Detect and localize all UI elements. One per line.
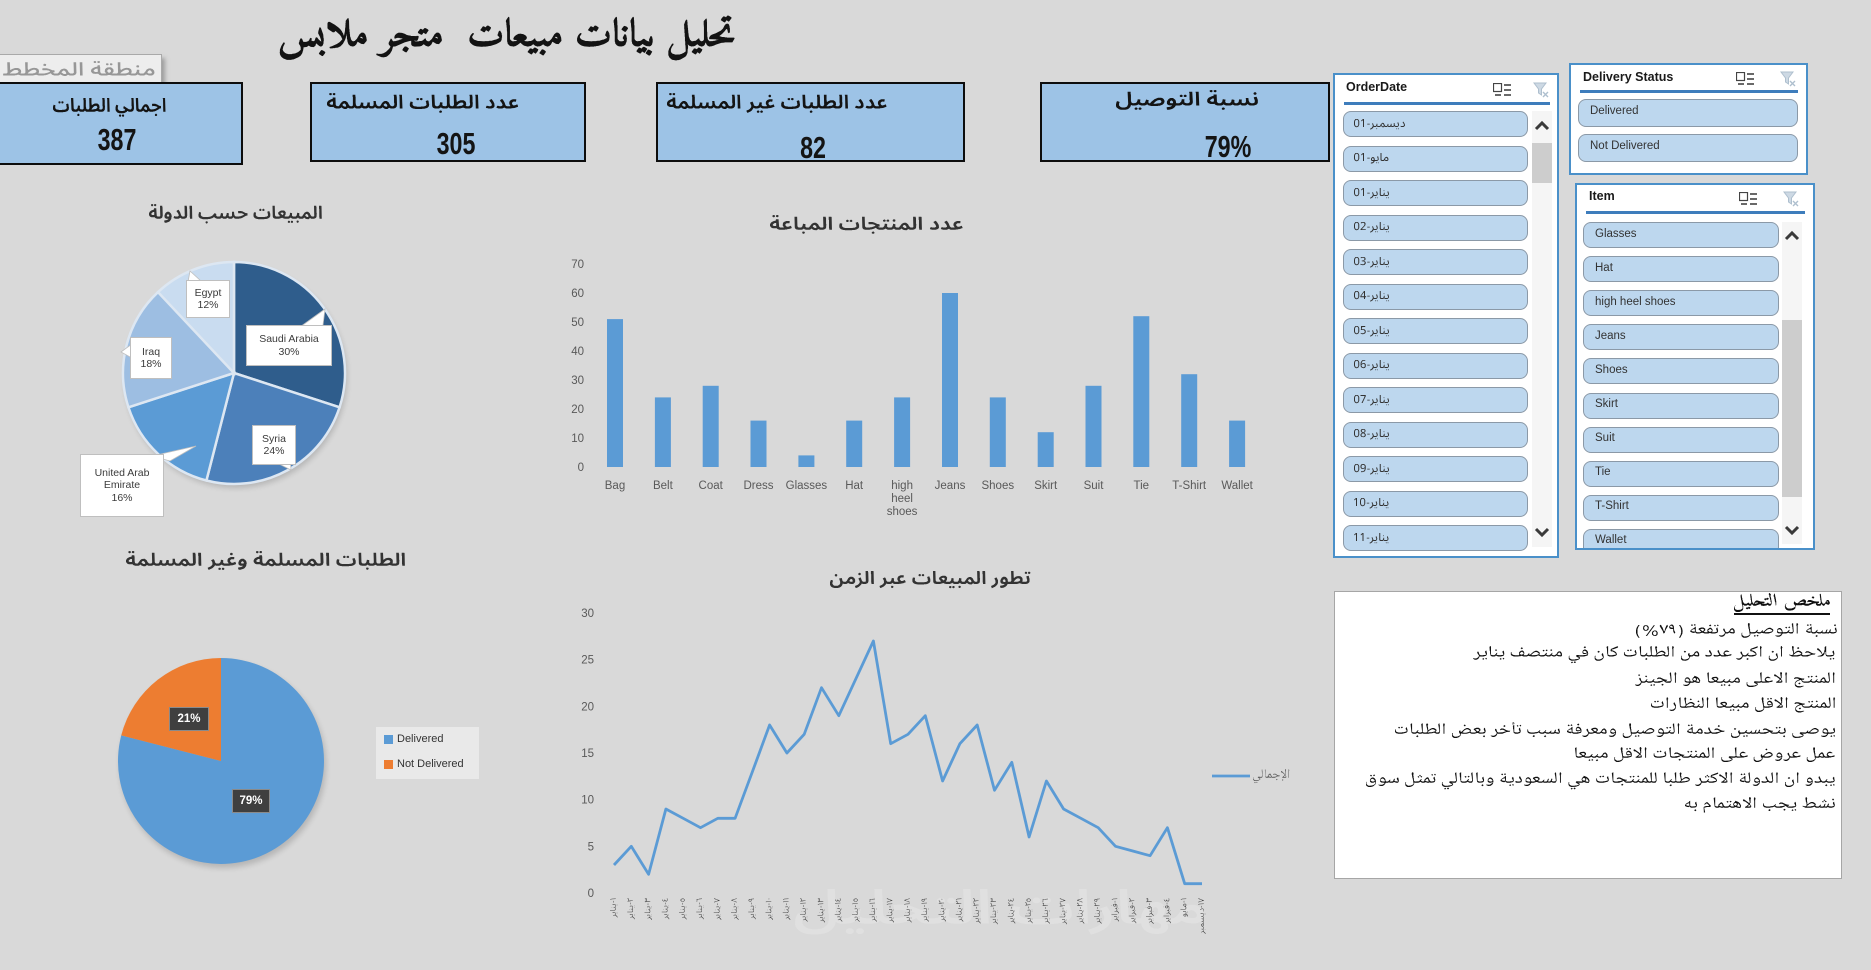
svg-text:40: 40 xyxy=(571,346,584,358)
svg-text:Shoes: Shoes xyxy=(981,480,1014,492)
svg-text:Glasses: Glasses xyxy=(786,480,828,492)
svg-text:20: 20 xyxy=(581,701,594,713)
svg-text:Skirt: Skirt xyxy=(1034,480,1058,492)
svg-text:Jeans: Jeans xyxy=(935,480,966,492)
svg-text:Belt: Belt xyxy=(653,480,674,492)
svg-text:25: 25 xyxy=(581,655,594,667)
svg-text:Suit: Suit xyxy=(1084,480,1105,492)
svg-text:5: 5 xyxy=(588,841,594,853)
svg-text:15: 15 xyxy=(581,748,594,760)
svg-text:20: 20 xyxy=(571,404,584,416)
svg-text:0: 0 xyxy=(578,462,584,474)
svg-text:Coat: Coat xyxy=(699,480,724,492)
svg-text:30: 30 xyxy=(581,608,594,620)
svg-text:T-Shirt: T-Shirt xyxy=(1172,480,1207,492)
svg-text:shoes: shoes xyxy=(887,506,918,518)
svg-text:Bag: Bag xyxy=(605,480,625,492)
svg-text:high: high xyxy=(891,480,913,492)
svg-text:Dress: Dress xyxy=(743,480,773,492)
svg-text:10: 10 xyxy=(581,795,594,807)
svg-text:50: 50 xyxy=(571,317,584,329)
svg-text:60: 60 xyxy=(571,288,584,300)
svg-text:70: 70 xyxy=(571,259,584,271)
svg-text:0: 0 xyxy=(588,888,594,900)
svg-text:Hat: Hat xyxy=(845,480,864,492)
svg-text:10: 10 xyxy=(571,433,584,445)
svg-text:30: 30 xyxy=(571,375,584,387)
svg-text:Wallet: Wallet xyxy=(1221,480,1253,492)
svg-text:Tie: Tie xyxy=(1134,480,1150,492)
svg-text:heel: heel xyxy=(891,493,913,505)
